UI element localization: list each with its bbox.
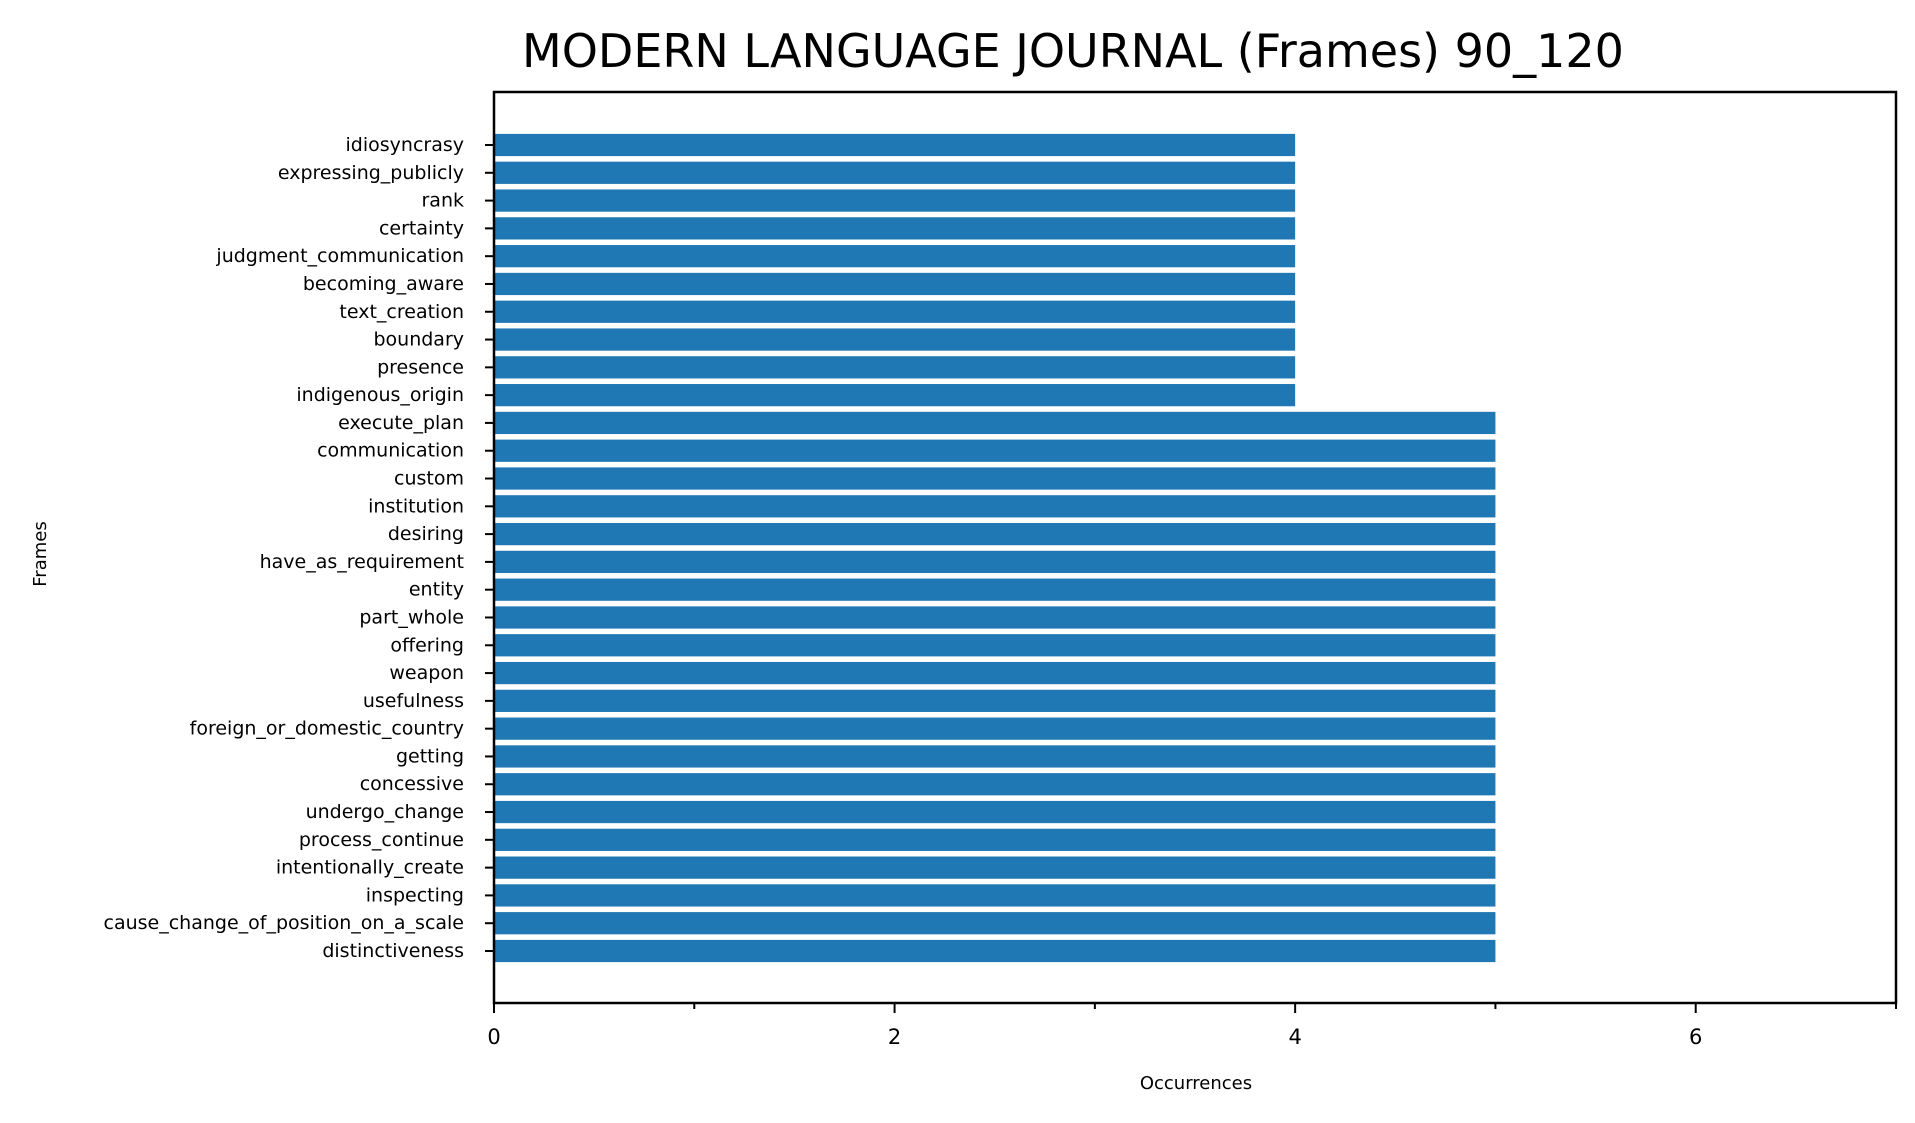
y-tick-label: idiosyncrasy (346, 134, 464, 156)
bar-certainty (494, 217, 1296, 240)
y-tick-label: text_creation (339, 301, 464, 323)
y-tick-label: part_whole (359, 606, 464, 628)
y-tick-label: expressing_publicly (278, 162, 464, 184)
x-axis: 0 2 4 6 (487, 1003, 1897, 1049)
bar-part_whole (494, 606, 1496, 629)
y-tick-label: weapon (389, 662, 464, 684)
bar-communication (494, 439, 1496, 462)
bar-weapon (494, 661, 1496, 685)
y-tick-label: indigenous_origin (296, 384, 464, 406)
chart-title: MODERN LANGUAGE JOURNAL (Frames) 90_120 (522, 24, 1624, 78)
y-tick-label: communication (317, 440, 464, 462)
x-tick-label: 4 (1288, 1025, 1301, 1049)
bar-foreign_or_domestic_country (494, 717, 1496, 740)
y-tick-label: concessive (360, 773, 464, 795)
bar-intentionally_create (494, 856, 1496, 879)
bar-inspecting (494, 884, 1496, 907)
y-tick-label: usefulness (363, 690, 464, 712)
bar-entity (494, 578, 1496, 601)
y-tick-label: have_as_requirement (260, 551, 464, 573)
y-tick-label: custom (394, 468, 464, 490)
y-tick-label: distinctiveness (322, 940, 464, 962)
bar-judgment_communication (494, 245, 1296, 268)
x-tick-label: 0 (487, 1025, 500, 1049)
y-tick-label: process_continue (299, 829, 464, 851)
bar-idiosyncrasy (494, 133, 1296, 157)
y-tick-label: intentionally_create (276, 857, 464, 879)
y-tick-label: becoming_aware (303, 273, 464, 295)
bar-undergo_change (494, 800, 1496, 824)
y-axis-label: Frames (30, 521, 51, 586)
x-axis-label: Occurrences (1140, 1073, 1252, 1094)
y-tick-label: entity (409, 579, 464, 601)
y-tick-label: rank (422, 190, 465, 212)
bar-concessive (494, 773, 1496, 796)
bar-process_continue (494, 828, 1496, 851)
bar-institution (494, 495, 1496, 518)
y-tick-label: boundary (373, 329, 464, 351)
bar-presence (494, 356, 1296, 379)
y-tick-label: desiring (388, 523, 464, 545)
bar-getting (494, 745, 1496, 768)
y-tick-label: certainty (379, 217, 464, 239)
bar-boundary (494, 328, 1296, 351)
bar-offering (494, 634, 1496, 657)
y-tick-label: execute_plan (338, 412, 464, 434)
y-tick-label: judgment_communication (215, 245, 464, 267)
y-tick-label: cause_change_of_position_on_a_scale (104, 912, 464, 934)
bar-becoming_aware (494, 272, 1296, 296)
bars-group (494, 133, 1496, 963)
x-tick-label: 6 (1689, 1025, 1702, 1049)
y-tick-label: getting (396, 745, 464, 767)
y-tick-label: undergo_change (306, 801, 464, 823)
y-tick-label: inspecting (366, 884, 464, 906)
bar-usefulness (494, 689, 1496, 712)
bar-execute_plan (494, 411, 1496, 435)
bar-text_creation (494, 300, 1296, 323)
bar-indigenous_origin (494, 384, 1296, 407)
bar-have_as_requirement (494, 550, 1496, 574)
y-tick-label: presence (377, 356, 464, 378)
bar-cause_change_of_position_on_a_scale (494, 912, 1496, 935)
bar-rank (494, 189, 1296, 212)
bar-desiring (494, 522, 1496, 546)
plot-frame (492, 90, 1898, 1005)
y-tick-label: foreign_or_domestic_country (190, 718, 464, 740)
bar-distinctiveness (494, 939, 1496, 963)
bar-custom (494, 467, 1496, 490)
x-tick-label: 2 (888, 1025, 901, 1049)
y-tick-label: offering (390, 634, 464, 656)
y-tick-label: institution (368, 495, 464, 517)
bar-expressing_publicly (494, 161, 1296, 184)
